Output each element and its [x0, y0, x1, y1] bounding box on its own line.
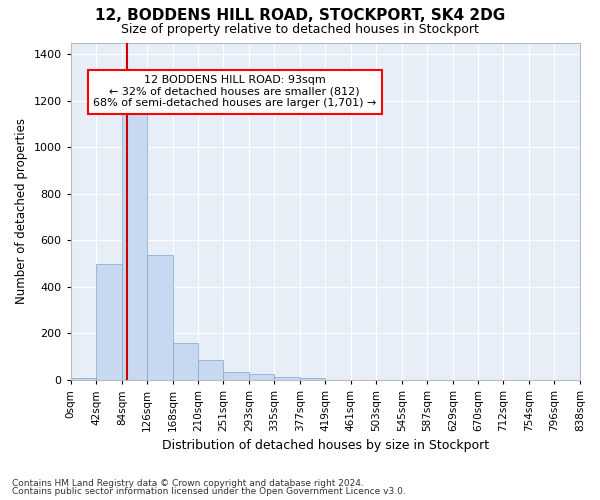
Text: Contains HM Land Registry data © Crown copyright and database right 2024.: Contains HM Land Registry data © Crown c… — [12, 478, 364, 488]
Text: Size of property relative to detached houses in Stockport: Size of property relative to detached ho… — [121, 22, 479, 36]
Bar — [223, 372, 249, 380]
Bar — [71, 378, 96, 380]
Text: 12, BODDENS HILL ROAD, STOCKPORT, SK4 2DG: 12, BODDENS HILL ROAD, STOCKPORT, SK4 2D… — [95, 8, 505, 22]
Bar — [249, 374, 274, 380]
Bar — [199, 360, 223, 380]
Text: 12 BODDENS HILL ROAD: 93sqm
← 32% of detached houses are smaller (812)
68% of se: 12 BODDENS HILL ROAD: 93sqm ← 32% of det… — [93, 75, 376, 108]
Y-axis label: Number of detached properties: Number of detached properties — [15, 118, 28, 304]
Bar — [122, 112, 147, 380]
Bar — [300, 378, 325, 380]
Bar — [173, 343, 199, 380]
Bar — [96, 264, 122, 380]
X-axis label: Distribution of detached houses by size in Stockport: Distribution of detached houses by size … — [162, 440, 489, 452]
Text: Contains public sector information licensed under the Open Government Licence v3: Contains public sector information licen… — [12, 487, 406, 496]
Bar — [147, 256, 173, 380]
Bar — [274, 376, 300, 380]
